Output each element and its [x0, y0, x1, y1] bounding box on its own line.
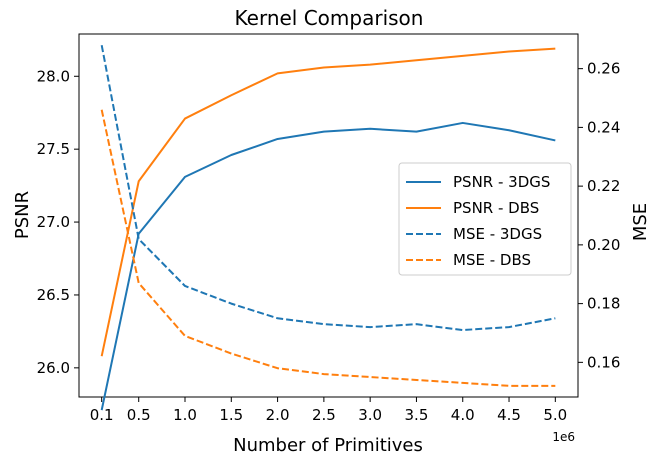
- chart-title: Kernel Comparison: [235, 6, 424, 30]
- x-tick-label: 4.0: [451, 406, 475, 424]
- x-axis: 0.1 0.5 1.0 1.5 2.0 2.5 3.0 3.5 4.0 4.5 5.0: [90, 397, 567, 424]
- x-tick-label: 0.5: [127, 406, 151, 424]
- x-tick-label: 0.1: [90, 406, 114, 424]
- x-tick-label: 3.5: [405, 406, 429, 424]
- y-left-tick-label: 26.5: [37, 286, 70, 304]
- x-tick-label: 4.5: [497, 406, 521, 424]
- y-right-tick-label: 0.18: [587, 295, 620, 313]
- y-left-tick-label: 26.0: [37, 359, 70, 377]
- y-axis-right-label: MSE: [630, 203, 651, 241]
- y-axis-left-label: PSNR: [12, 191, 33, 239]
- y-left-tick-label: 27.5: [37, 140, 70, 158]
- y-right-tick-label: 0.24: [587, 118, 620, 136]
- y-axis-left: 26.0 26.5 27.0 27.5 28.0: [37, 67, 79, 377]
- plot-frame: [78, 33, 579, 398]
- y-right-tick-label: 0.16: [587, 353, 620, 371]
- y-left-tick-label: 27.0: [37, 213, 70, 231]
- x-axis-label: Number of Primitives: [233, 435, 423, 456]
- series-layer: [100, 44, 556, 411]
- series-line-mse-dbs: [100, 109, 556, 387]
- x-tick-label: 1.5: [219, 406, 243, 424]
- x-tick-label: 1.0: [173, 406, 197, 424]
- legend-label: PSNR - 3DGS: [453, 173, 550, 191]
- x-tick-label: 2.5: [312, 406, 336, 424]
- x-tick-label: 3.0: [358, 406, 382, 424]
- x-tick-label: 5.0: [543, 406, 567, 424]
- series-line-psnr-3dgs: [100, 121, 556, 411]
- y-left-tick-label: 28.0: [37, 67, 70, 85]
- x-offset-label: 1e6: [552, 430, 575, 444]
- y-right-tick-label: 0.22: [587, 177, 620, 195]
- series-line-psnr-dbs: [100, 47, 556, 357]
- y-right-tick-label: 0.26: [587, 60, 620, 78]
- legend-label: MSE - 3DGS: [453, 225, 542, 243]
- y-axis-right: 0.16 0.18 0.20 0.22 0.24 0.26: [578, 60, 620, 371]
- y-right-tick-label: 0.20: [587, 236, 620, 254]
- series-line-mse-3dgs: [100, 44, 556, 332]
- legend-box: [398, 162, 572, 276]
- legend: PSNR - 3DGS PSNR - DBS MSE - 3DGS MSE - DBS: [398, 162, 572, 276]
- legend-label: PSNR - DBS: [453, 199, 539, 217]
- legend-label: MSE - DBS: [453, 251, 531, 269]
- x-tick-label: 2.0: [266, 406, 290, 424]
